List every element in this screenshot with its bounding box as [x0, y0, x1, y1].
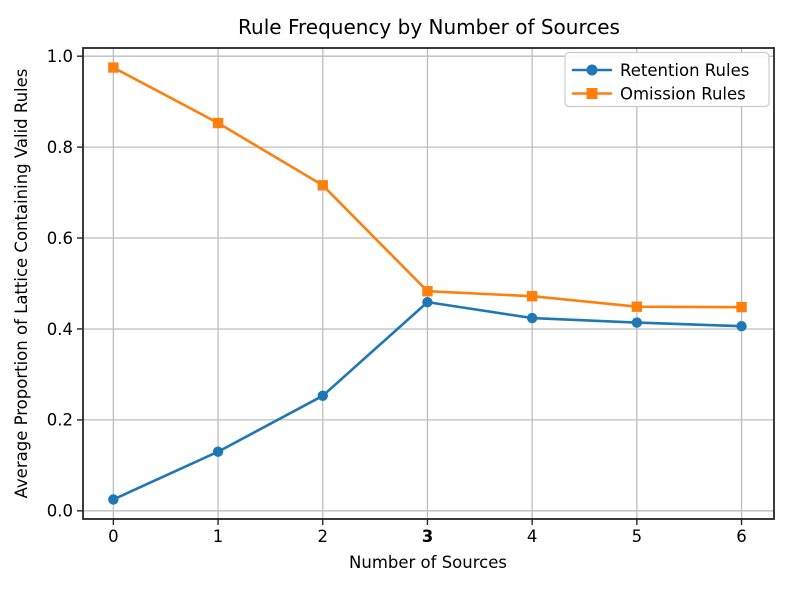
data-point-marker-omission-rules: [631, 301, 643, 312]
y-tick-label: 0.2: [47, 411, 73, 430]
y-tick-label: 0.8: [47, 138, 73, 157]
series-layer: [108, 62, 747, 505]
data-point-marker-retention-rules: [422, 296, 433, 308]
data-point-marker-retention-rules: [108, 494, 119, 505]
data-point-marker-omission-rules: [422, 286, 433, 297]
y-tick-label: 1.0: [47, 47, 73, 66]
data-point-marker-omission-rules: [317, 180, 328, 191]
data-point-marker-omission-rules: [736, 301, 747, 313]
x-tick-label: 0: [108, 527, 119, 546]
axis-ticks: 0 1 2 3 4 5 6 0.0 0.2 0.4 0.6 0.8 1.0: [47, 47, 747, 546]
x-tick-label: 2: [318, 527, 329, 546]
x-tick-label: 4: [527, 527, 538, 546]
y-axis-label: Average Proportion of Lattice Containing…: [12, 69, 31, 499]
data-point-marker-retention-rules: [212, 446, 224, 457]
x-tick-label: 1: [213, 527, 224, 546]
plot-border: [82, 47, 775, 520]
data-point-marker-retention-rules: [631, 317, 643, 328]
x-tick-label: 3: [422, 527, 433, 546]
gridlines: [83, 48, 774, 519]
data-point-marker-omission-rules: [108, 62, 119, 73]
data-point-marker-retention-rules: [526, 312, 538, 324]
chart-title: Rule Frequency by Number of Sources: [238, 15, 620, 39]
data-point-marker-omission-rules: [526, 291, 538, 302]
legend-marker-square-icon: [586, 88, 598, 99]
data-point-marker-omission-rules: [212, 117, 224, 129]
legend-label-retention-rules: Retention Rules: [620, 61, 749, 80]
x-axis-label: Number of Sources: [349, 553, 507, 572]
legend-box: [564, 51, 770, 108]
legend: Retention Rules Omission Rules: [564, 51, 770, 108]
legend-marker-circle-icon: [586, 64, 598, 76]
legend-label-omission-rules: Omission Rules: [620, 84, 746, 103]
y-tick-label: 0.4: [47, 320, 73, 339]
x-tick-label: 6: [736, 527, 747, 546]
x-tick-label: 5: [632, 527, 643, 546]
data-point-marker-retention-rules: [317, 390, 328, 401]
data-point-marker-retention-rules: [736, 321, 747, 332]
y-tick-label: 0.6: [47, 229, 73, 248]
y-tick-label: 0.0: [47, 502, 73, 521]
